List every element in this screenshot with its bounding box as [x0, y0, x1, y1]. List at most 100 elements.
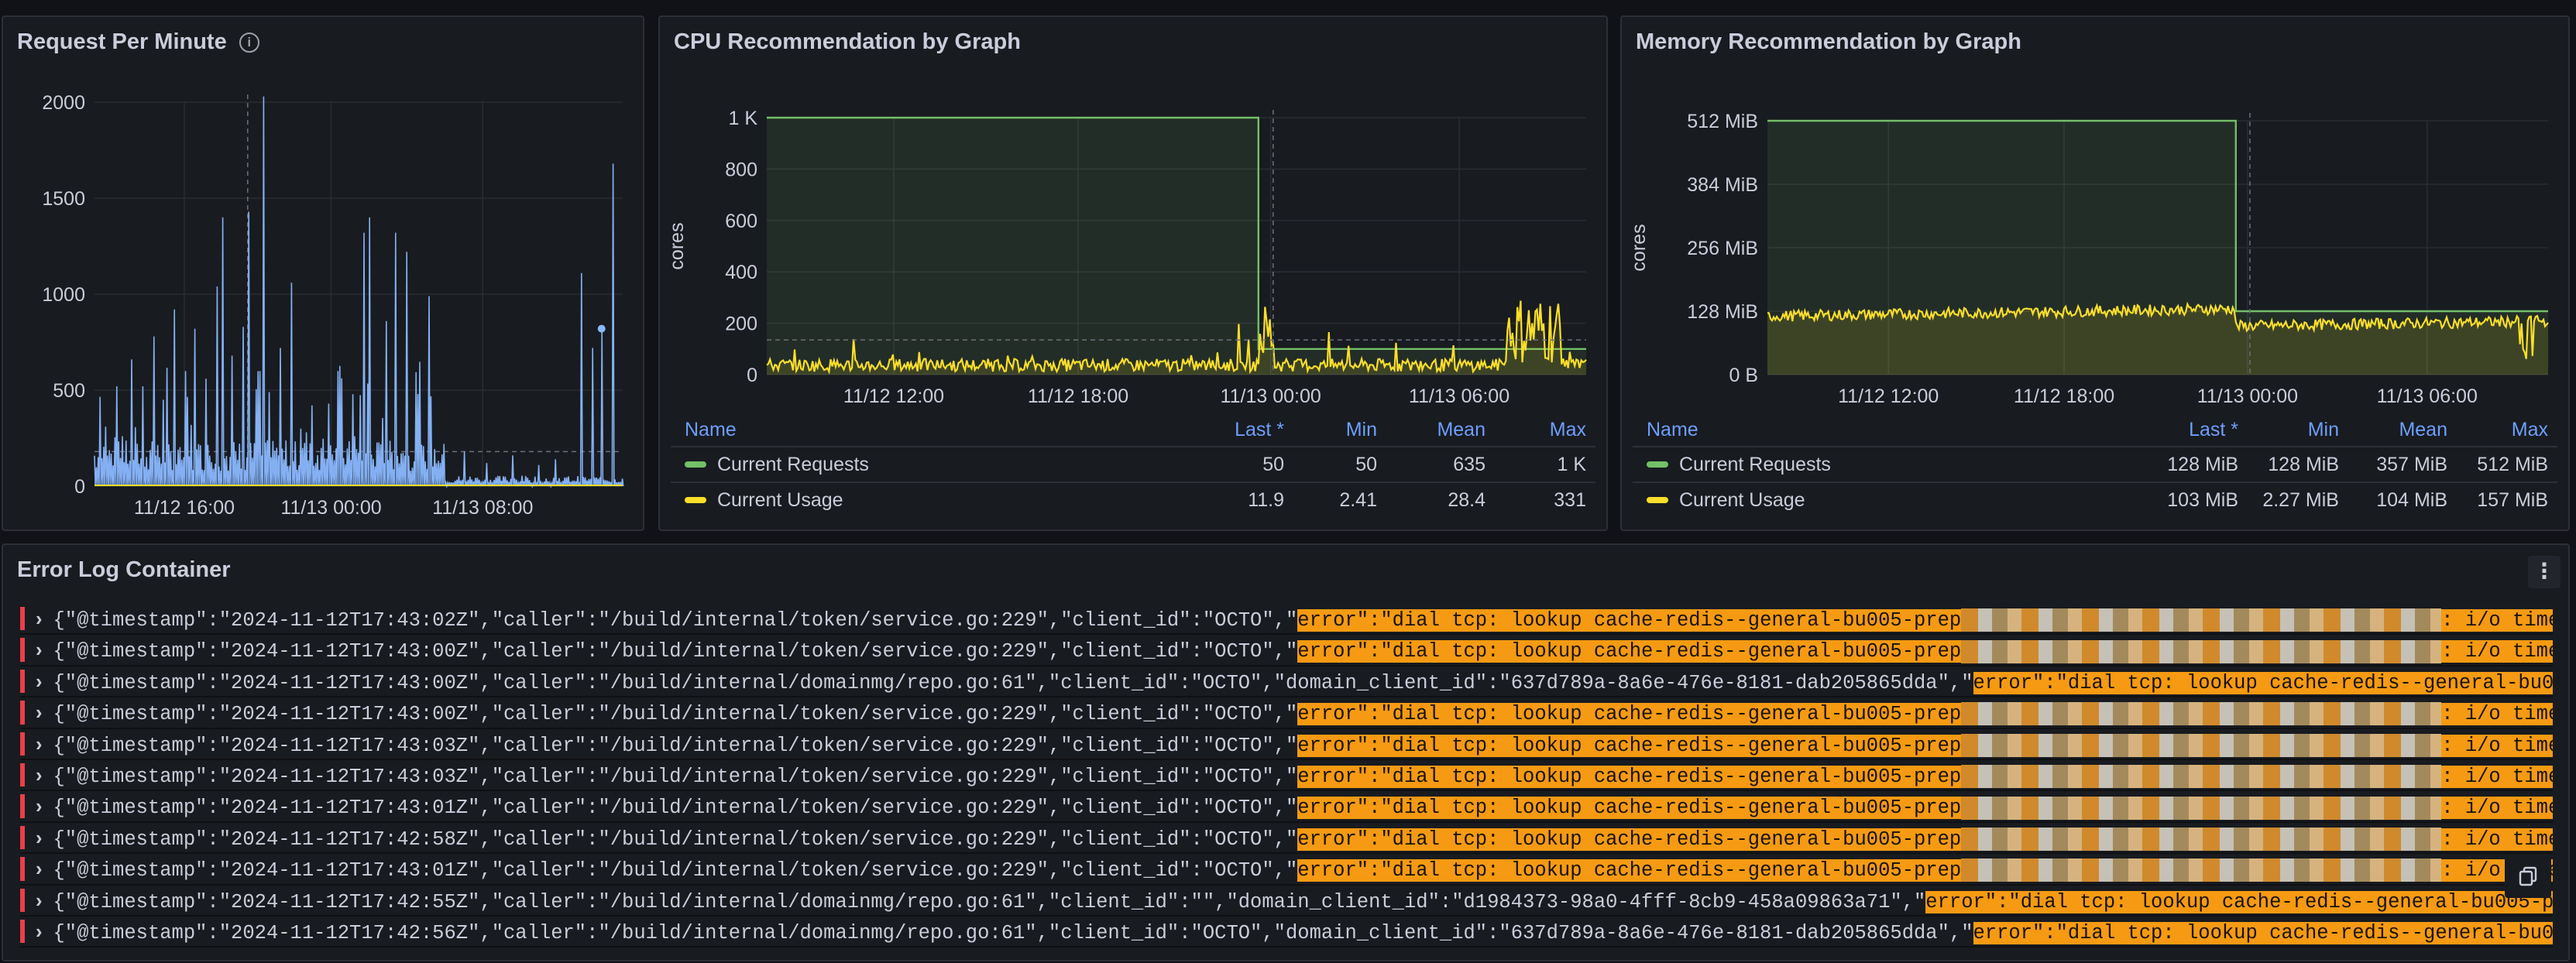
log-row[interactable]: › {"@timestamp":"2024-11-12T17:42:55Z","c… [20, 886, 2553, 917]
info-icon[interactable]: i [239, 32, 259, 53]
log-row[interactable]: › {"@timestamp":"2024-11-12T17:43:03Z","c… [20, 729, 2553, 760]
series-line-current-requests [767, 116, 1586, 350]
cpu-chart[interactable]: 0 200 400 600 800 1 K 11/12 12:00 11/12 18:00 11… [660, 17, 1606, 420]
legend-max: 1 K [1557, 453, 1586, 475]
cpu-panel: CPU Recommendation by Graph 0 200 400 600 80… [658, 15, 1608, 531]
legend-last: 50 [1262, 453, 1284, 475]
legend-row-current-usage[interactable]: Current Usage 103 MiB 2.27 MiB 104 MiB 1… [1633, 482, 2557, 517]
log-row[interactable]: › {"@timestamp":"2024-11-12T17:43:01Z","c… [20, 791, 2553, 823]
chevron-right-icon[interactable]: › [36, 827, 43, 849]
legend-row-current-requests[interactable]: Current Requests 50 50 635 1 K [671, 446, 1595, 482]
y-tick-label: 256 MiB [1687, 238, 1758, 259]
legend-swatch [685, 497, 706, 503]
log-text: {"@timestamp":"2024-11-12T17:43:03Z","ca… [53, 765, 1298, 788]
redacted-block [1961, 828, 2442, 851]
chevron-right-icon[interactable]: › [36, 733, 43, 756]
y-tick-label: 128 MiB [1687, 301, 1758, 323]
redacted-block [1961, 639, 2442, 663]
legend-header-name[interactable]: Name [1647, 418, 1698, 440]
chevron-right-icon[interactable]: › [36, 796, 43, 818]
chevron-right-icon[interactable]: › [36, 702, 43, 725]
chevron-right-icon[interactable]: › [36, 889, 43, 912]
chevron-right-icon[interactable]: › [36, 764, 43, 787]
log-highlight: error":"dial tcp: lookup cache-redis--ge… [1297, 828, 1962, 851]
legend-header-last[interactable]: Last * [2189, 418, 2238, 440]
log-text: {"@timestamp":"2024-11-12T17:43:01Z","ca… [53, 859, 1298, 882]
legend-mean: 635 [1453, 453, 1485, 475]
copy-icon[interactable] [2505, 855, 2551, 898]
chevron-right-icon[interactable]: › [36, 608, 43, 630]
legend-last: 11.9 [1248, 488, 1284, 511]
legend-header-mean[interactable]: Mean [2399, 418, 2447, 440]
series-fill-current-usage [767, 300, 1586, 375]
legend-series-name: Current Usage [1679, 488, 1805, 511]
error-log-panel: Error Log Container ⋮ › {"@timestamp":"20… [2, 543, 2570, 961]
log-highlight: : i/o timeout", [2441, 734, 2553, 757]
log-text: {"@timestamp":"2024-11-12T17:43:02Z","ca… [53, 609, 1298, 632]
y-tick-label: 0 B [1729, 365, 1758, 386]
log-text: {"@timestamp":"2024-11-12T17:43:03Z","ca… [53, 734, 1298, 757]
legend-series-name: Current Requests [1679, 453, 1831, 475]
legend-header-min[interactable]: Min [1345, 418, 1377, 440]
log-highlight: error":"dial tcp: lookup cache-redis--ge… [1297, 703, 1962, 726]
rpm-panel-title: Request Per Minute i [17, 29, 259, 55]
log-row[interactable]: › {"@timestamp":"2024-11-12T17:43:00Z","c… [20, 697, 2553, 729]
chevron-right-icon[interactable]: › [36, 639, 43, 662]
redacted-block [1961, 608, 2442, 632]
legend-header-min[interactable]: Min [2307, 418, 2339, 440]
log-highlight: : i/o timeout", [2441, 609, 2553, 632]
log-row[interactable]: › {"@timestamp":"2024-11-12T17:43:01Z","c… [20, 854, 2553, 886]
chevron-right-icon[interactable]: › [36, 670, 43, 693]
rpm-chart[interactable]: 0 500 1000 1500 2000 11/12 16:00 11/13 00:00 11… [3, 17, 643, 529]
mem-chart[interactable]: 0 B 128 MiB 256 MiB 384 MiB 512 MiB 11/12 12:… [1622, 17, 2568, 420]
log-highlight: : i/o timeout", [2441, 797, 2553, 820]
log-highlight: error":"dial tcp: lookup cache-redis--ge… [1973, 671, 2553, 694]
legend-max: 157 MiB [2477, 488, 2548, 511]
log-highlight: error":"dial tcp: lookup cache-redis--ge… [1297, 859, 1962, 882]
legend-series-name: Current Requests [717, 453, 869, 475]
series-line-current-usage [766, 300, 1587, 375]
log-text: {"@timestamp":"2024-11-12T17:42:56Z","ca… [53, 921, 1973, 944]
y-tick-label: 200 [725, 314, 757, 335]
mem-legend: Name Last * Min Mean Max Current Request… [1633, 413, 2557, 517]
log-row[interactable]: › {"@timestamp":"2024-11-12T17:43:03Z","c… [20, 760, 2553, 792]
legend-header-max[interactable]: Max [1549, 418, 1586, 440]
x-tick-label: 11/13 00:00 [1221, 386, 1321, 407]
chevron-right-icon[interactable]: › [36, 858, 43, 881]
rpm-title-text: Request Per Minute [17, 29, 227, 54]
log-text: {"@timestamp":"2024-11-12T17:43:01Z","ca… [53, 797, 1298, 820]
y-tick-label: 512 MiB [1687, 111, 1758, 132]
legend-row-current-usage[interactable]: Current Usage 11.9 2.41 28.4 331 [671, 482, 1595, 517]
log-row[interactable]: › {"@timestamp":"2024-11-12T17:42:56Z","c… [20, 917, 2553, 948]
y-tick-label: 0 [747, 365, 757, 386]
y-tick-label: 2000 [42, 92, 85, 114]
mem-title-text: Memory Recommendation by Graph [1636, 29, 2021, 54]
log-row[interactable]: › {"@timestamp":"2024-11-12T17:43:00Z","c… [20, 635, 2553, 667]
legend-header-mean[interactable]: Mean [1437, 418, 1485, 440]
y-tick-label: 1000 [42, 284, 85, 306]
log-row[interactable]: › {"@timestamp":"2024-11-12T17:42:58Z","c… [20, 823, 2553, 855]
log-highlight: error":"dial tcp: lookup cache-redis--ge… [1297, 640, 1962, 663]
y-tick-label: 384 MiB [1687, 174, 1758, 196]
log-list[interactable]: › {"@timestamp":"2024-11-12T17:43:02Z","c… [20, 604, 2553, 948]
log-text: {"@timestamp":"2024-11-12T17:43:00Z","ca… [53, 671, 1973, 694]
legend-series-name: Current Usage [717, 488, 843, 511]
legend-header-last[interactable]: Last * [1235, 418, 1284, 440]
log-highlight: : i/o timeout", [2441, 765, 2553, 788]
log-row[interactable]: › {"@timestamp":"2024-11-12T17:43:02Z","c… [20, 604, 2553, 636]
hover-point [597, 324, 606, 333]
mem-panel: Memory Recommendation by Graph 0 B 128 Mi… [1620, 15, 2570, 531]
mem-panel-title: Memory Recommendation by Graph [1636, 29, 2021, 55]
chevron-right-icon[interactable]: › [36, 920, 43, 943]
legend-max: 331 [1554, 488, 1586, 511]
log-text: {"@timestamp":"2024-11-12T17:42:58Z","ca… [53, 828, 1298, 851]
legend-swatch [685, 461, 706, 468]
legend-row-current-requests[interactable]: Current Requests 128 MiB 128 MiB 357 MiB… [1633, 446, 2557, 482]
log-panel-title: Error Log Container [17, 557, 231, 583]
x-tick-label: 11/12 12:00 [1838, 386, 1939, 407]
legend-header-name[interactable]: Name [685, 418, 737, 440]
kebab-menu-icon[interactable]: ⋮ [2528, 556, 2561, 588]
log-row[interactable]: › {"@timestamp":"2024-11-12T17:43:00Z","c… [20, 667, 2553, 698]
legend-min: 2.27 MiB [2262, 488, 2339, 511]
legend-header-max[interactable]: Max [2511, 418, 2548, 440]
